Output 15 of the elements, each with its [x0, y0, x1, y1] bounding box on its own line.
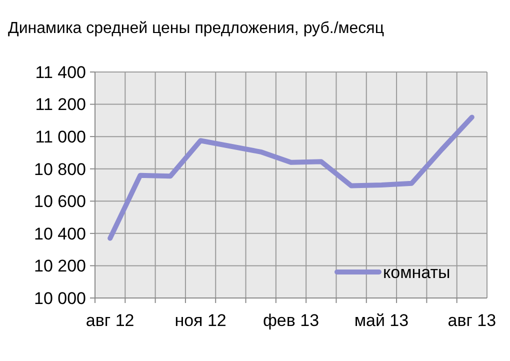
y-tick-label: 10 600 [34, 192, 86, 212]
y-tick-label: 10 400 [34, 224, 86, 244]
legend-label: комнаты [383, 262, 450, 282]
chart-title: Динамика средней цены предложения, руб./месяц [8, 20, 384, 37]
x-tick-label: фев 13 [262, 311, 320, 330]
x-tick-label: авг 12 [86, 311, 134, 330]
x-tick-label: авг 13 [448, 311, 496, 330]
y-tick-label: 11 200 [35, 95, 86, 114]
y-tick-label: 11 400 [35, 62, 86, 82]
y-tick-label: 11 000 [35, 128, 86, 147]
y-tick-label: 10 000 [34, 288, 86, 308]
x-tick-label: ноя 12 [174, 311, 226, 330]
x-tick-label: май 13 [354, 311, 409, 330]
y-tick-label: 10 800 [34, 160, 86, 179]
y-tick-label: 10 200 [34, 256, 86, 276]
